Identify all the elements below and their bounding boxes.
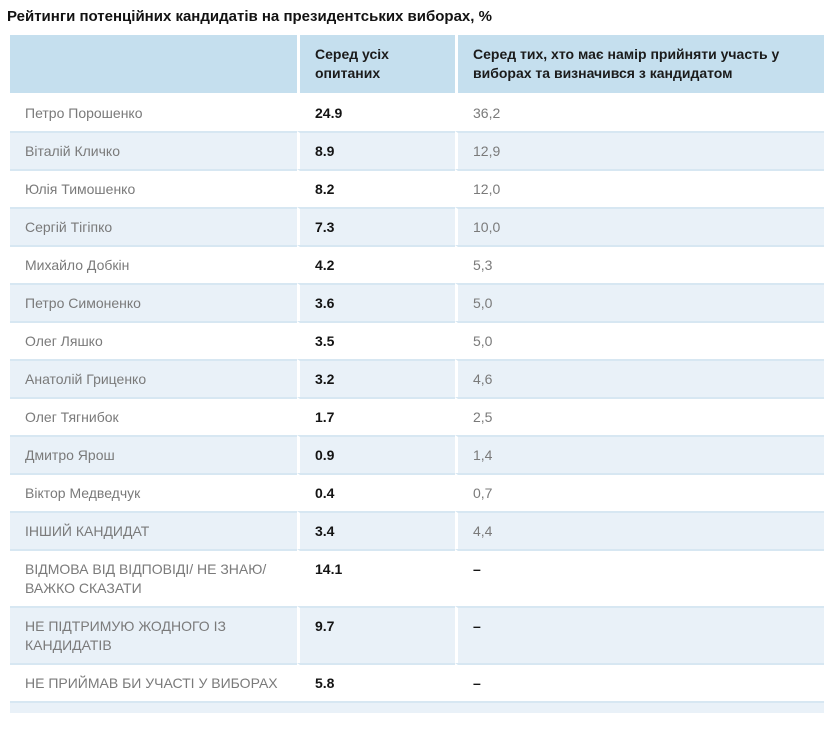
partial-next-row-cell [10, 701, 824, 713]
candidate-name: ВІДМОВА ВІД ВІДПОВІДІ/ НЕ ЗНАЮ/ ВАЖКО СК… [10, 549, 297, 606]
candidate-name: НЕ ПРИЙМАВ БИ УЧАСТІ У ВИБОРАХ [10, 663, 297, 701]
candidate-name: Віктор Медведчук [10, 473, 297, 511]
value-among-all: 8.2 [297, 169, 455, 207]
candidate-name: Сергій Тігіпко [10, 207, 297, 245]
page-title: Рейтинги потенційних кандидатів на прези… [7, 8, 492, 25]
candidate-name: Олег Ляшко [10, 321, 297, 359]
value-among-all: 3.4 [297, 511, 455, 549]
table-body: Петро Порошенко 24.9 36,2 Віталій Кличко 8.9… [10, 93, 824, 713]
value-among-decided: 5,0 [455, 283, 824, 321]
candidate-name: Юлія Тимошенко [10, 169, 297, 207]
table-row: Олег Тягнибок 1.7 2,5 [10, 397, 824, 435]
ratings-table: Серед усіх опитаних Серед тих, хто має н… [10, 35, 824, 713]
value-among-all: 0.9 [297, 435, 455, 473]
value-among-decided: 4,6 [455, 359, 824, 397]
value-among-decided: 36,2 [455, 93, 824, 131]
value-among-all: 14.1 [297, 549, 455, 606]
value-among-all: 3.2 [297, 359, 455, 397]
table-row: ІНШИЙ КАНДИДАТ 3.4 4,4 [10, 511, 824, 549]
value-among-decided: 4,4 [455, 511, 824, 549]
candidate-name: Олег Тягнибок [10, 397, 297, 435]
table-row: НЕ ПРИЙМАВ БИ УЧАСТІ У ВИБОРАХ 5.8– [10, 663, 824, 701]
column-header-among-all: Серед усіх опитаних [297, 35, 455, 93]
column-header-candidate [10, 35, 297, 93]
value-among-all: 3.5 [297, 321, 455, 359]
candidate-name: Анатолій Гриценко [10, 359, 297, 397]
column-header-among-decided: Серед тих, хто має намір прийняти участь… [455, 35, 824, 93]
value-among-decided: 12,0 [455, 169, 824, 207]
value-among-all: 0.4 [297, 473, 455, 511]
value-among-decided: 12,9 [455, 131, 824, 169]
table-header: Серед усіх опитаних Серед тих, хто має н… [10, 35, 824, 93]
candidate-name: Віталій Кличко [10, 131, 297, 169]
partial-next-row [10, 701, 824, 713]
value-among-decided: 1,4 [455, 435, 824, 473]
table-row: Сергій Тігіпко 7.3 10,0 [10, 207, 824, 245]
value-among-all: 1.7 [297, 397, 455, 435]
candidate-name: Петро Порошенко [10, 93, 297, 131]
candidate-name: Михайло Добкін [10, 245, 297, 283]
table-row: Юлія Тимошенко 8.2 12,0 [10, 169, 824, 207]
value-among-all: 24.9 [297, 93, 455, 131]
value-among-decided: 5,0 [455, 321, 824, 359]
table-row: Петро Порошенко 24.9 36,2 [10, 93, 824, 131]
value-among-decided: 10,0 [455, 207, 824, 245]
value-among-decided: – [455, 606, 824, 663]
header-row: Серед усіх опитаних Серед тих, хто має н… [10, 35, 824, 93]
table-row: Віктор Медведчук 0.4 0,7 [10, 473, 824, 511]
candidate-name: НЕ ПІДТРИМУЮ ЖОДНОГО ІЗ КАНДИДАТІВ [10, 606, 297, 663]
value-among-all: 7.3 [297, 207, 455, 245]
table-row: Дмитро Ярош 0.9 1,4 [10, 435, 824, 473]
value-among-all: 5.8 [297, 663, 455, 701]
candidate-name: Петро Симоненко [10, 283, 297, 321]
table-row: Петро Симоненко 3.6 5,0 [10, 283, 824, 321]
table-row: Віталій Кличко 8.9 12,9 [10, 131, 824, 169]
value-among-all: 4.2 [297, 245, 455, 283]
table-row: Михайло Добкін 4.2 5,3 [10, 245, 824, 283]
value-among-decided: – [455, 549, 824, 606]
candidate-name: Дмитро Ярош [10, 435, 297, 473]
value-among-decided: – [455, 663, 824, 701]
value-among-decided: 5,3 [455, 245, 824, 283]
value-among-all: 8.9 [297, 131, 455, 169]
value-among-all: 9.7 [297, 606, 455, 663]
value-among-decided: 0,7 [455, 473, 824, 511]
value-among-all: 3.6 [297, 283, 455, 321]
table-row: Олег Ляшко 3.5 5,0 [10, 321, 824, 359]
candidate-name: ІНШИЙ КАНДИДАТ [10, 511, 297, 549]
table-row: ВІДМОВА ВІД ВІДПОВІДІ/ НЕ ЗНАЮ/ ВАЖКО СК… [10, 549, 824, 606]
table-row: НЕ ПІДТРИМУЮ ЖОДНОГО ІЗ КАНДИДАТІВ 9.7– [10, 606, 824, 663]
table-row: Анатолій Гриценко 3.2 4,6 [10, 359, 824, 397]
value-among-decided: 2,5 [455, 397, 824, 435]
